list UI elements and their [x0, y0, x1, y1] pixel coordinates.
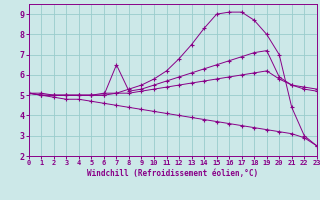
X-axis label: Windchill (Refroidissement éolien,°C): Windchill (Refroidissement éolien,°C) — [87, 169, 258, 178]
